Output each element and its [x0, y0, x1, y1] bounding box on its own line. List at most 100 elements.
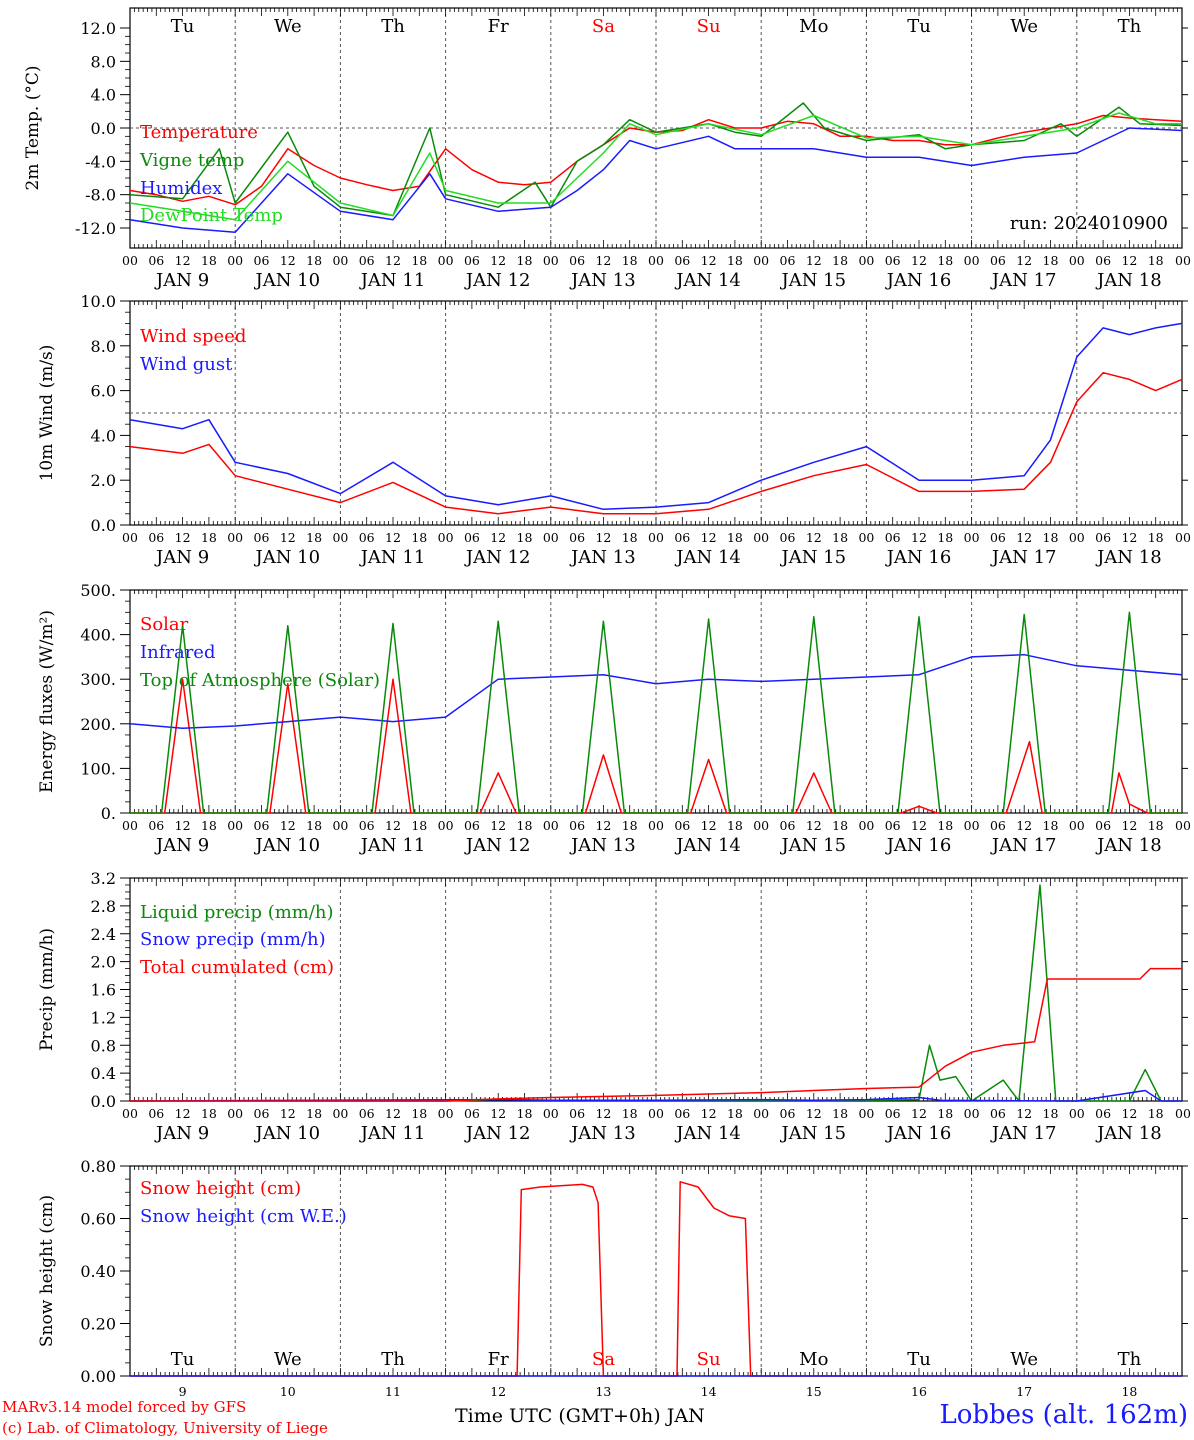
date-label: JAN 10 — [254, 270, 321, 291]
y-tick-label: 8.0 — [91, 337, 116, 356]
hour-label: 18 — [1148, 253, 1164, 268]
hour-label: 12 — [280, 818, 296, 833]
hour-label: 00 — [858, 818, 874, 833]
weekday-label: Th — [1118, 1349, 1142, 1370]
hour-label: 06 — [254, 530, 270, 545]
weekday-label: We — [274, 16, 302, 37]
date-label: JAN 17 — [990, 270, 1057, 291]
hour-label: 18 — [727, 253, 743, 268]
hour-label: 18 — [306, 253, 322, 268]
hour-label: 00 — [438, 818, 454, 833]
y-tick-label: 100. — [80, 759, 116, 778]
hour-label: 12 — [1121, 1106, 1137, 1121]
hour-label: 06 — [359, 1106, 375, 1121]
hour-label: 06 — [1095, 530, 1111, 545]
date-label: JAN 12 — [464, 1123, 531, 1144]
hour-label: 00 — [858, 1106, 874, 1121]
hour-label: 06 — [780, 253, 796, 268]
hour-label: 00 — [543, 1106, 559, 1121]
weekday-label: Su — [697, 16, 721, 37]
date-label: JAN 11 — [359, 270, 426, 291]
date-label: JAN 15 — [780, 1123, 847, 1144]
hour-label: 12 — [701, 1106, 717, 1121]
xaxis-caption: Time UTC (GMT+0h) JAN — [455, 1405, 705, 1427]
y-tick-label: 4.0 — [91, 86, 116, 105]
weekday-label: Tu — [171, 1349, 195, 1370]
hour-label: 00 — [543, 530, 559, 545]
y-axis-label: Snow height (cm) — [37, 1195, 57, 1347]
date-label: JAN 14 — [674, 1123, 741, 1144]
y-tick-label: 1.6 — [91, 981, 116, 1000]
hour-label: 12 — [490, 1106, 506, 1121]
hour-label: 12 — [1016, 253, 1032, 268]
y-tick-label: 500. — [80, 581, 116, 600]
hour-label: 00 — [648, 1106, 664, 1121]
y-tick-label: 2.4 — [91, 925, 116, 944]
hour-label: 12 — [1016, 1106, 1032, 1121]
hour-label: 00 — [1069, 530, 1085, 545]
date-label: JAN 11 — [359, 547, 426, 568]
hour-label: 06 — [1095, 1106, 1111, 1121]
date-label: JAN 16 — [885, 270, 952, 291]
hour-label: 18 — [201, 818, 217, 833]
legend-solar: Solar — [140, 614, 189, 635]
legend-snow-height-cm-w-e: Snow height (cm W.E.) — [140, 1206, 347, 1227]
legend-liquid-precip-mm-h: Liquid precip (mm/h) — [140, 902, 334, 923]
hour-label: 12 — [175, 818, 191, 833]
hour-label: 12 — [701, 530, 717, 545]
y-tick-label: 2.0 — [91, 953, 116, 972]
hour-label: 12 — [1016, 530, 1032, 545]
date-label: JAN 10 — [254, 547, 321, 568]
credit-line-2: (c) Lab. of Climatology, University of L… — [2, 1419, 328, 1437]
date-label: JAN 12 — [464, 547, 531, 568]
day-number-label: 14 — [701, 1384, 717, 1399]
hour-label: 18 — [832, 818, 848, 833]
hour-label: 18 — [937, 1106, 953, 1121]
hour-label: 06 — [990, 530, 1006, 545]
hour-label: 00 — [1175, 530, 1191, 545]
hour-label: 18 — [517, 818, 533, 833]
hour-label: 06 — [148, 253, 164, 268]
hour-label: 18 — [201, 1106, 217, 1121]
day-number-label: 9 — [179, 1384, 187, 1399]
hour-label: 12 — [595, 1106, 611, 1121]
hour-label: 00 — [227, 818, 243, 833]
hour-label: 12 — [175, 530, 191, 545]
hour-label: 00 — [122, 818, 138, 833]
date-label: JAN 17 — [990, 547, 1057, 568]
hour-label: 12 — [911, 253, 927, 268]
hour-label: 18 — [517, 530, 533, 545]
hour-label: 06 — [1095, 818, 1111, 833]
date-label: JAN 17 — [990, 835, 1057, 856]
legend-snow-precip-mm-h: Snow precip (mm/h) — [140, 929, 326, 950]
hour-label: 18 — [306, 818, 322, 833]
hour-label: 06 — [148, 530, 164, 545]
hour-label: 00 — [438, 253, 454, 268]
series-line-total-cumulated-cm — [130, 967, 1182, 1102]
hour-label: 00 — [332, 253, 348, 268]
legend-top-of-atmosphere-solar: Top of Atmosphere (Solar) — [140, 670, 380, 691]
series-line-infrared — [129, 653, 1183, 730]
legend-wind-speed: Wind speed — [140, 326, 246, 347]
hour-label: 00 — [753, 253, 769, 268]
hour-label: 00 — [122, 253, 138, 268]
y-tick-label: 1.2 — [91, 1008, 116, 1027]
hour-label: 06 — [674, 818, 690, 833]
y-axis-label: Precip (mm/h) — [37, 928, 57, 1051]
series-line-solar — [130, 678, 1182, 814]
hour-label: 18 — [306, 1106, 322, 1121]
hour-label: 18 — [727, 818, 743, 833]
hour-label: 12 — [385, 530, 401, 545]
hour-label: 18 — [1148, 1106, 1164, 1121]
hour-label: 12 — [806, 1106, 822, 1121]
hour-label: 06 — [464, 1106, 480, 1121]
hour-label: 06 — [885, 530, 901, 545]
series-line-vigne-temp — [129, 102, 1183, 217]
day-number-label: 18 — [1121, 1384, 1137, 1399]
weekday-label: Tu — [907, 16, 931, 37]
legend-wind-gust: Wind gust — [140, 354, 233, 375]
legend-infrared: Infrared — [140, 642, 215, 663]
credit-line-1: MARv3.14 model forced by GFS — [2, 1398, 247, 1416]
day-number-label: 13 — [595, 1384, 611, 1399]
weekday-label: Mo — [799, 16, 828, 37]
